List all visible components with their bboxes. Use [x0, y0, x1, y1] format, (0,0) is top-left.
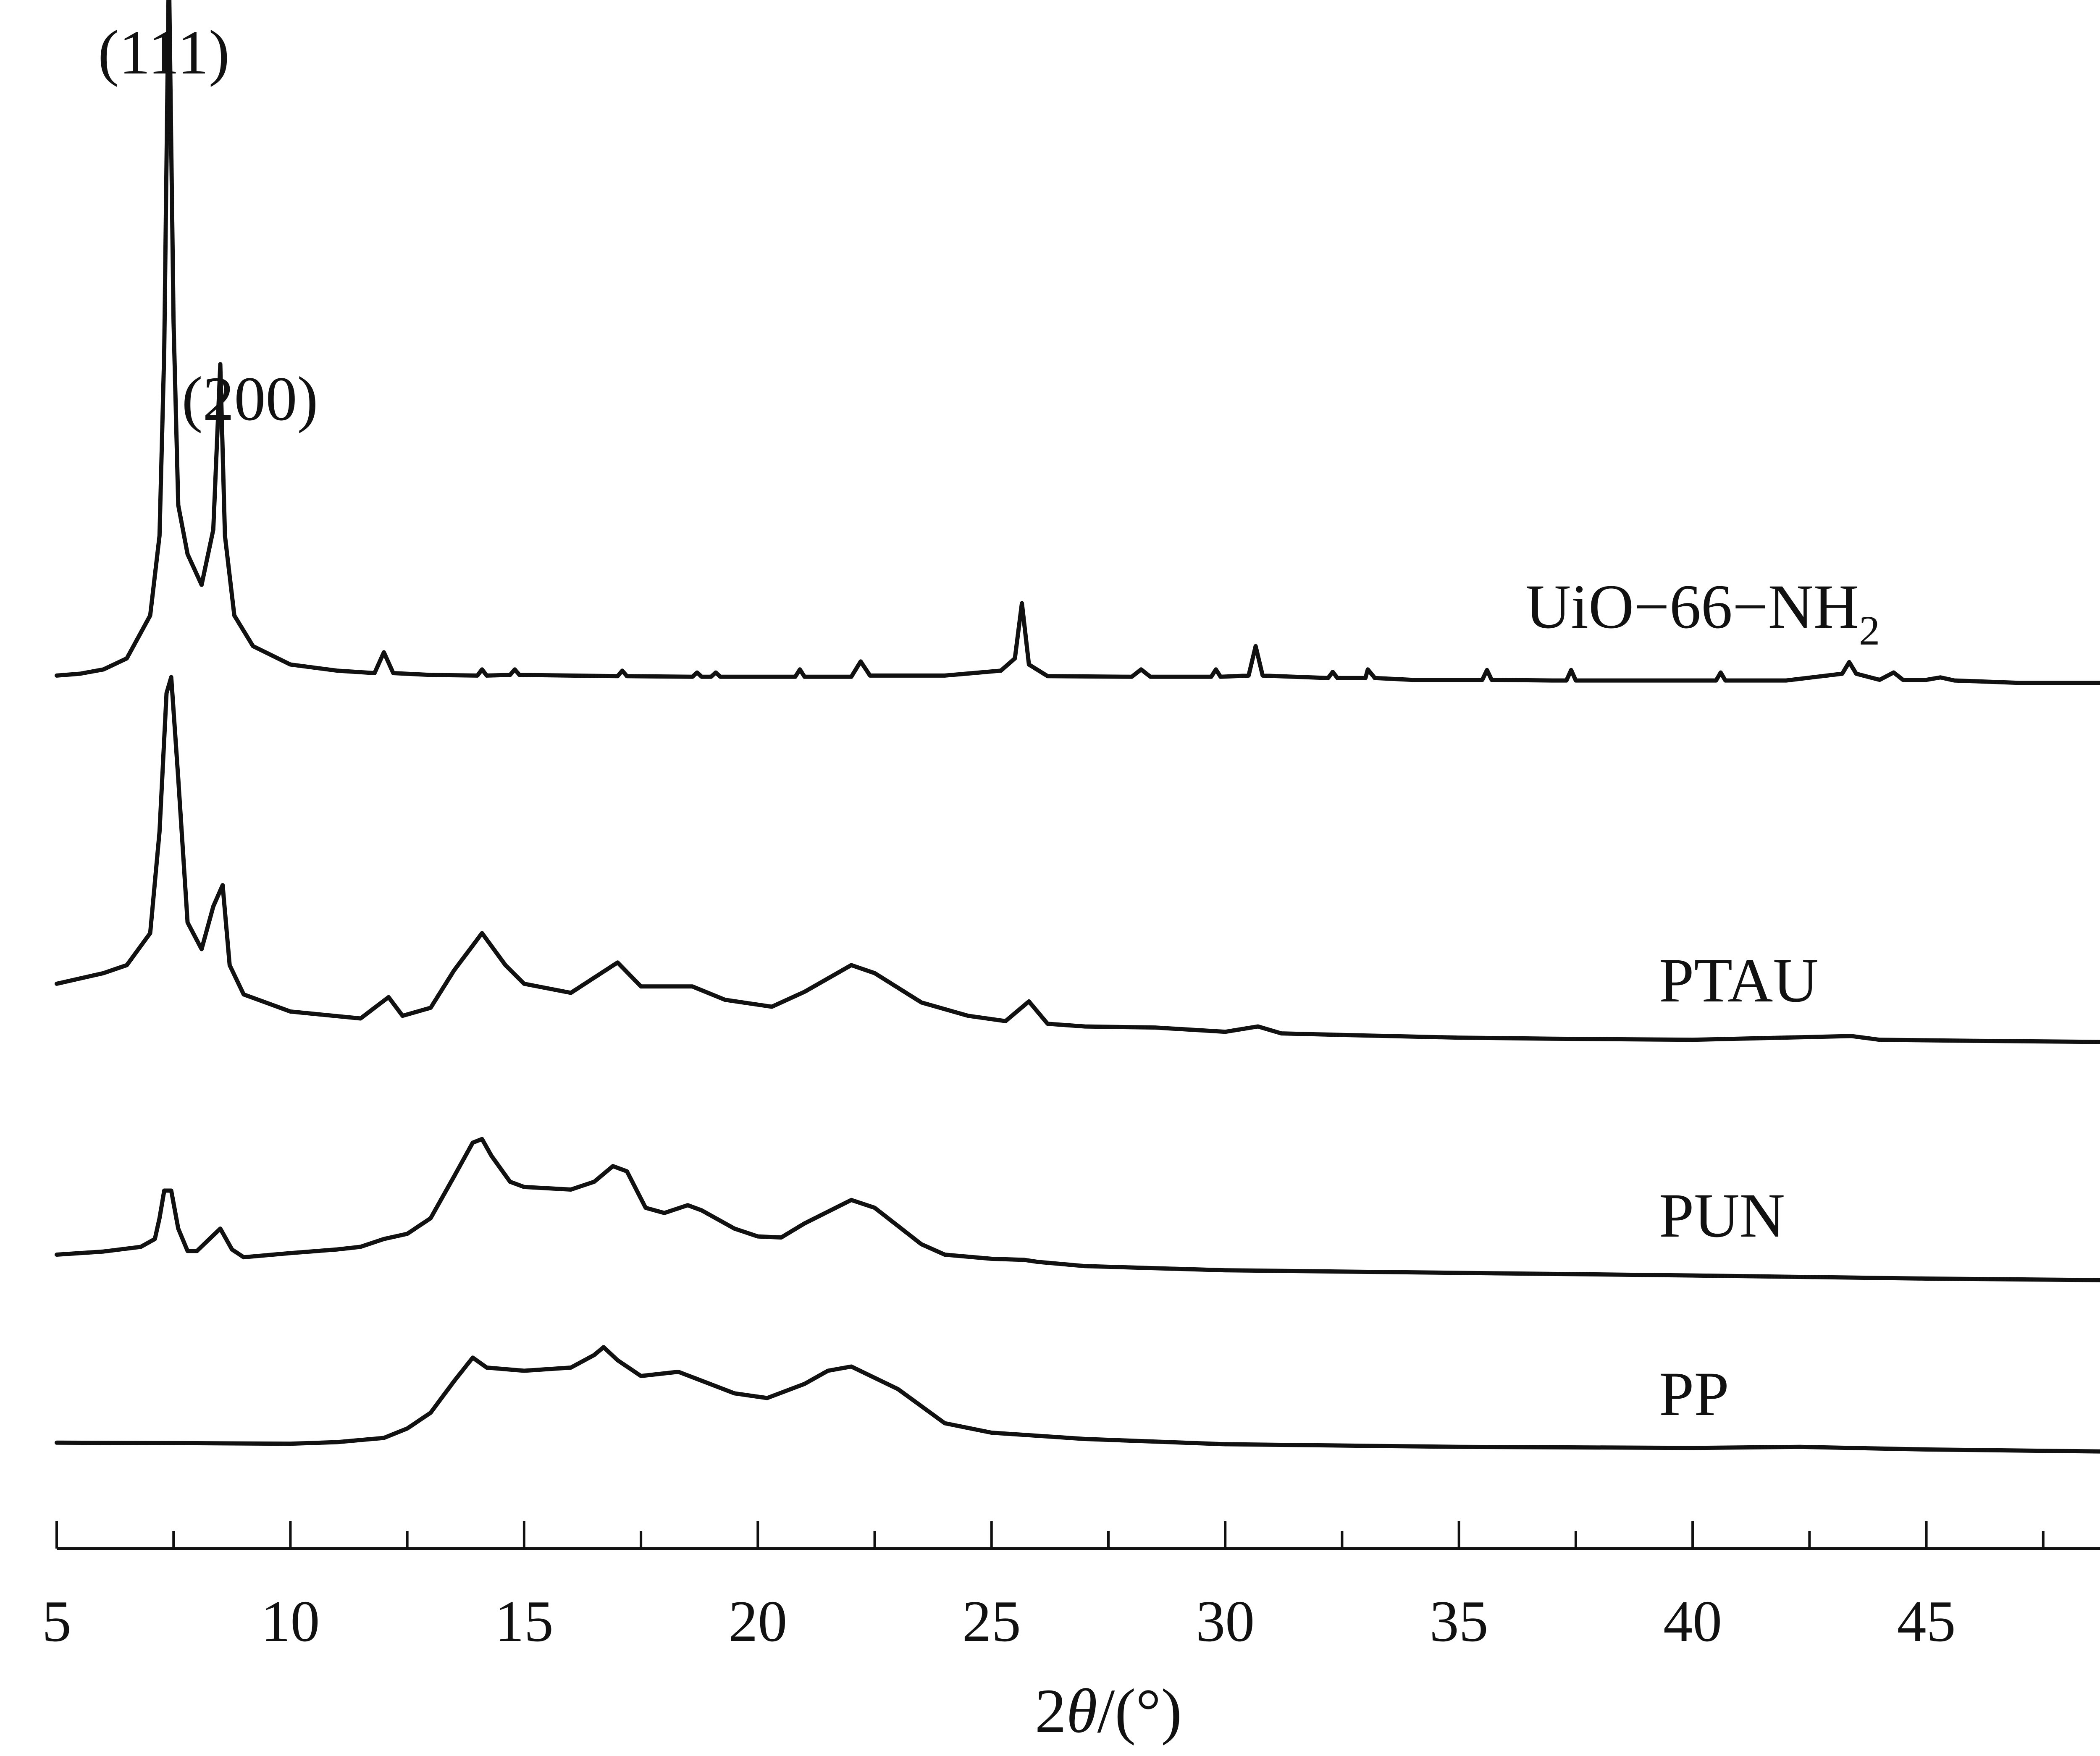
x-tick-label: 40: [1663, 1589, 1722, 1654]
x-tick-label: 35: [1430, 1589, 1488, 1654]
x-tick-label: 5: [42, 1589, 71, 1654]
x-tick-label: 25: [962, 1589, 1021, 1654]
x-tick-label: 15: [495, 1589, 554, 1654]
series-label-pun: PUN: [1659, 1181, 1785, 1250]
series-label-text: PP: [1659, 1359, 1729, 1429]
xrd-curves: [55, 0, 2100, 1454]
x-tick-label: 30: [1196, 1589, 1255, 1654]
series-labels: UiO−66−NH2 PTAU PUN PP: [1525, 572, 1880, 1429]
x-tick-labels: 5101520253035404550: [42, 1589, 1956, 1654]
series-line-pp: [55, 1345, 2100, 1454]
series-line-pun: [55, 1137, 2100, 1282]
x-axis-title-theta: θ: [1066, 1676, 1097, 1746]
series-label-ptau: PTAU: [1659, 946, 1819, 1015]
x-axis-title-suffix: /(°): [1097, 1676, 1182, 1746]
x-axis: 5101520253035404550 2θ/(°): [42, 1521, 2100, 1746]
peak-annotation: (200): [182, 364, 318, 434]
series-line-ptau: [55, 675, 2100, 1044]
x-tick-label: 10: [261, 1589, 320, 1654]
series-label-text: PUN: [1659, 1181, 1785, 1250]
series-label-uio-66-nh: UiO−66−NH2: [1525, 572, 1880, 654]
x-ticks: [55, 1521, 2045, 1549]
series-label-text: PTAU: [1659, 946, 1819, 1015]
peak-annotations: (111) (200): [98, 18, 318, 434]
x-axis-title-prefix: 2: [1035, 1676, 1066, 1746]
series-label-subscript: 2: [1859, 607, 1880, 654]
x-tick-label: 20: [728, 1589, 787, 1654]
series-label-text: UiO−66−NH: [1525, 572, 1859, 642]
peak-annotation: (111): [98, 18, 230, 87]
series-line-uio-66-nh: [55, 0, 2100, 685]
series-label-pp: PP: [1659, 1359, 1729, 1429]
x-tick-label: 45: [1897, 1589, 1956, 1654]
x-axis-title: 2θ/(°): [1035, 1676, 1182, 1746]
